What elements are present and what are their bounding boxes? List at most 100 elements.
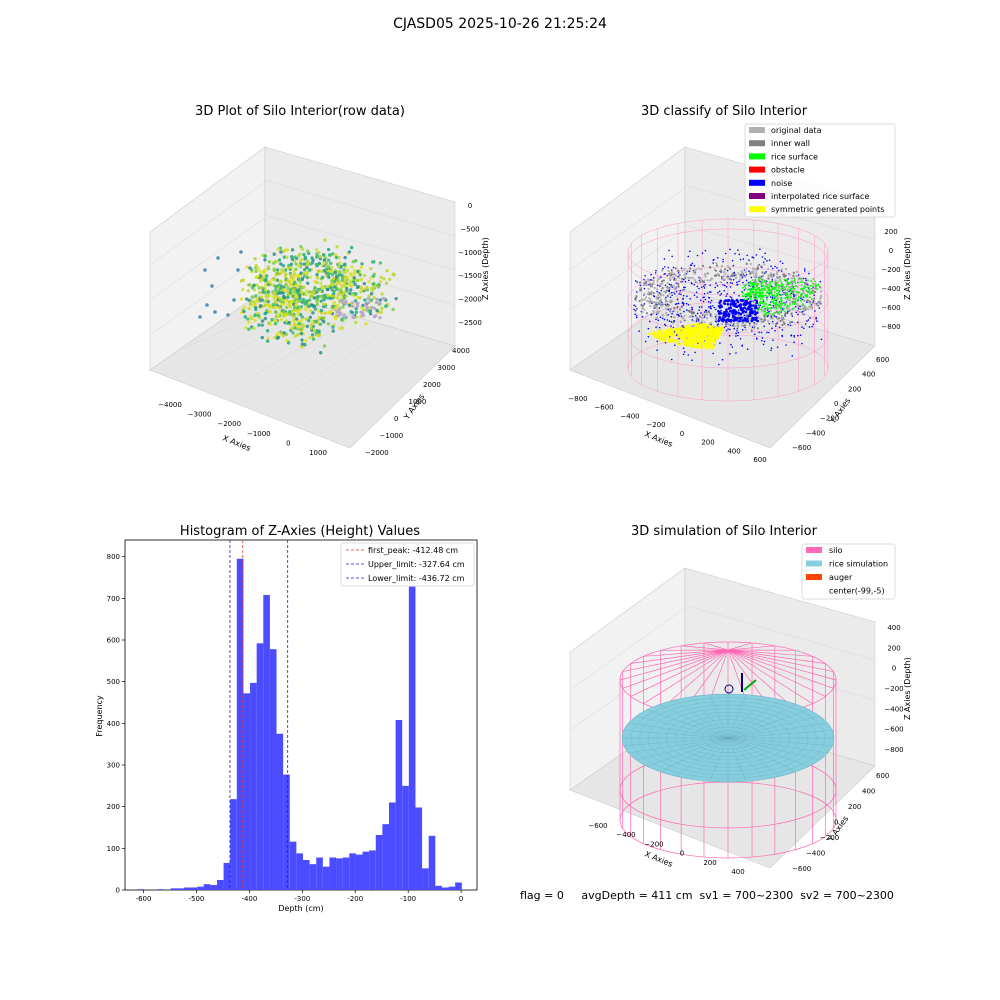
histogram-bar xyxy=(250,682,257,890)
histogram-legend: first_peak: -412.48 cm Upper_limit: -327.… xyxy=(340,542,475,587)
histogram-bar xyxy=(269,649,277,890)
histogram-bar xyxy=(170,888,178,890)
histogram-ytick-label: 700 xyxy=(107,595,120,603)
classify-ytick-label: −400 xyxy=(806,429,825,437)
histogram-ytick-label: 400 xyxy=(107,720,120,728)
simulation-legend-swatch xyxy=(806,547,822,553)
histogram-bar xyxy=(448,886,456,890)
histogram-bar xyxy=(375,835,383,890)
histogram-bar xyxy=(382,824,389,890)
histogram-bar xyxy=(316,857,323,890)
histogram-bar xyxy=(415,807,423,890)
raw-xtick-label: 1000 xyxy=(309,449,327,457)
simulation-ztick-label: −800 xyxy=(884,746,903,754)
raw-zlabel: Z Axies (Depth) xyxy=(481,237,490,300)
raw-ztick-label: 0 xyxy=(468,202,472,210)
raw-xtick-label: −4000 xyxy=(158,401,182,409)
classify-plot-title: 3D classify of Silo Interior xyxy=(640,104,808,119)
histogram-bar xyxy=(210,885,217,890)
simulation-ytick-label: 200 xyxy=(848,803,861,811)
raw-xtick-label: −2000 xyxy=(217,420,241,428)
raw-ytick-label: 1000 xyxy=(409,398,427,406)
simulation-legend-label: silo xyxy=(829,546,843,555)
raw-ytick-label: 0 xyxy=(394,415,398,423)
simulation-legend-label: center(-99,-5) xyxy=(829,587,885,596)
histogram-bar xyxy=(157,889,165,890)
classify-xtick-label: −600 xyxy=(594,404,613,412)
classify-zlabel: Z Axies (Depth) xyxy=(903,237,912,300)
histogram-ytick-label: 100 xyxy=(107,845,120,853)
simulation-ytick-label: 0 xyxy=(834,819,838,827)
simulation-xtick-label: −600 xyxy=(588,822,607,830)
classify-ztick-label: −600 xyxy=(881,304,900,312)
histogram-bar xyxy=(203,884,211,890)
raw-xtick-label: 0 xyxy=(286,439,290,447)
simulation-ytick-label: −200 xyxy=(820,834,839,842)
classify-ytick-label: 400 xyxy=(862,371,875,379)
histogram-ylabel: Frequency xyxy=(95,695,104,737)
histogram-bar xyxy=(336,858,343,890)
simulation-ztick-label: 200 xyxy=(887,644,900,652)
classify-xtick-label: −200 xyxy=(646,421,665,429)
classify-legend-label: inner wall xyxy=(771,139,810,148)
classify-ytick-label: 600 xyxy=(876,356,889,364)
histogram-bar xyxy=(177,888,184,890)
raw-ytick-label: 4000 xyxy=(452,347,470,355)
simulation-legend: silo rice simulation auger center(-99,-5) xyxy=(801,543,896,600)
histogram-bar xyxy=(183,887,191,890)
histogram-bar xyxy=(216,880,224,890)
histogram-plot-area xyxy=(124,539,478,891)
histogram-ytick-label: 500 xyxy=(107,678,120,686)
classify-legend-swatch xyxy=(749,206,765,213)
histogram-bar xyxy=(223,862,231,890)
histogram-ytick-label: 0 xyxy=(116,887,120,895)
histogram-bar xyxy=(243,693,251,890)
histogram-chart[interactable]: -600 -500 -400 -300 -200 -100 0 0 100 200 300 400 5… xyxy=(90,535,490,920)
histogram-bar xyxy=(422,868,429,890)
classify-silo-wireframe xyxy=(627,218,829,402)
histogram-bar xyxy=(349,853,356,890)
simulation-ztick-label: −400 xyxy=(884,705,903,713)
classify-ztick-label: −800 xyxy=(881,323,900,331)
histogram-ytick-label: 600 xyxy=(107,637,120,645)
histogram-legend-label: first_peak: -412.48 cm xyxy=(368,546,458,555)
simulation-xtick-label: 0 xyxy=(680,850,684,858)
histogram-bar xyxy=(441,887,449,890)
histogram-bar xyxy=(362,851,370,890)
classify-xtick-label: 200 xyxy=(701,439,714,447)
raw-ztick-label: −1500 xyxy=(458,272,482,280)
auger-marker xyxy=(724,673,757,694)
histogram-bar xyxy=(283,774,290,890)
raw-xtick-label: −1000 xyxy=(247,430,271,438)
classify-legend-swatch xyxy=(749,179,765,186)
histogram-bar xyxy=(230,799,237,890)
raw-ztick-label: −500 xyxy=(460,225,479,233)
simulation-ztick-label: 0 xyxy=(892,665,896,673)
classify-xlabel: X Axies xyxy=(643,430,674,449)
histogram-bar xyxy=(408,586,416,890)
histogram-bar xyxy=(389,802,396,890)
classify-xtick-label: 600 xyxy=(753,456,766,464)
histogram-bar xyxy=(322,866,330,890)
classify-xtick-label: −400 xyxy=(620,412,639,420)
raw-ztick-label: −2000 xyxy=(458,296,482,304)
simulation-xlabel: X Axies xyxy=(643,850,674,869)
histogram-bar xyxy=(309,864,317,890)
histogram-ytick-label: 200 xyxy=(107,803,120,811)
histogram-bar xyxy=(435,885,442,890)
footer-status: flag = 0 avgDepth = 411 cm sv1 = 700~230… xyxy=(520,889,894,902)
classify-legend-swatch xyxy=(749,193,765,199)
classify-legend-swatch xyxy=(749,166,765,173)
classify-ytick-label: 0 xyxy=(834,400,838,408)
classify-legend-swatch xyxy=(749,140,765,147)
histogram-bar xyxy=(402,785,409,890)
classify-legend-label: original data xyxy=(771,126,822,135)
histogram-bar xyxy=(342,857,350,890)
classify-ztick-label: 0 xyxy=(889,247,893,255)
histogram-bar xyxy=(263,595,270,890)
simulation-plot-title: 3D simulation of Silo Interior xyxy=(631,524,817,539)
simulation-xtick-label: −200 xyxy=(644,840,663,848)
raw-data-3d-plot[interactable]: −4000 −3000 −2000 −1000 0 1000 −2000 −1000 0 100… xyxy=(140,130,500,470)
